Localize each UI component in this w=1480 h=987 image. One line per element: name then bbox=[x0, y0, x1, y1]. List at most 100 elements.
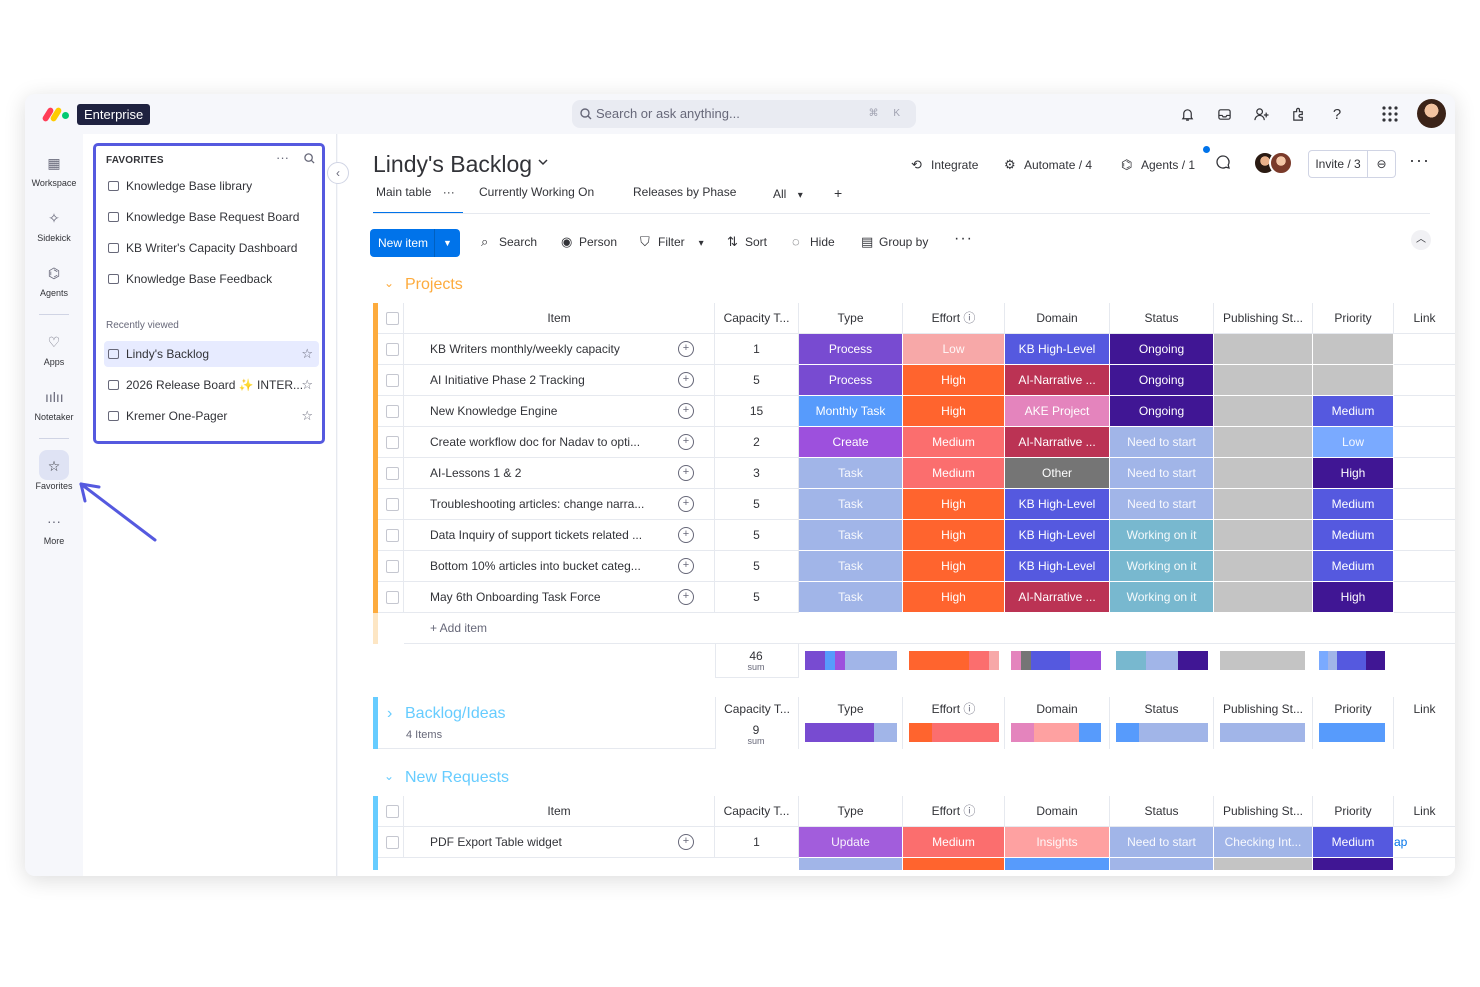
column-header[interactable]: Capacity T... bbox=[715, 796, 799, 827]
priority-cell[interactable]: Medium bbox=[1313, 396, 1394, 427]
column-header[interactable]: Link bbox=[1394, 303, 1455, 334]
column-header[interactable]: Domain bbox=[1005, 303, 1110, 334]
link-cell[interactable]: ap bbox=[1394, 827, 1455, 858]
group-by-tool[interactable]: ▤ Group by bbox=[861, 234, 929, 249]
column-header[interactable]: Priority bbox=[1313, 303, 1394, 334]
priority-cell[interactable]: Medium bbox=[1313, 489, 1394, 520]
rail-notetaker[interactable]: ıılıı Notetaker bbox=[25, 388, 83, 422]
group-title-new-requests[interactable]: New Requests bbox=[405, 769, 510, 786]
effort-cell[interactable]: High bbox=[903, 489, 1005, 520]
add-update-icon[interactable]: + bbox=[678, 372, 694, 388]
row-checkbox[interactable] bbox=[386, 529, 399, 542]
convo-cell[interactable]: + bbox=[658, 551, 715, 582]
search-tool[interactable]: ⌕ Search bbox=[481, 234, 538, 249]
status-cell[interactable]: Need to start bbox=[1110, 427, 1214, 458]
status-cell[interactable]: Need to start bbox=[1110, 489, 1214, 520]
item-cell[interactable]: Data Inquiry of support tickets related … bbox=[404, 520, 658, 551]
effort-cell[interactable]: High bbox=[903, 520, 1005, 551]
table-row[interactable]: New Knowledge Engine +15 Monthly Task High A… bbox=[373, 396, 1455, 427]
tab-more-icon[interactable]: ··· bbox=[442, 185, 455, 199]
link-cell[interactable] bbox=[1394, 334, 1455, 365]
pub-cell[interactable] bbox=[1214, 489, 1313, 520]
chk-cell[interactable] bbox=[378, 396, 404, 427]
effort-cell[interactable]: Low bbox=[903, 334, 1005, 365]
tab-releases-by-phase[interactable]: Releases by Phase bbox=[633, 185, 737, 199]
effort-cell[interactable]: High bbox=[903, 582, 1005, 613]
info-icon[interactable]: ⓘ bbox=[960, 311, 976, 325]
priority-cell[interactable]: Low bbox=[1313, 427, 1394, 458]
priority-cell[interactable]: High bbox=[1313, 458, 1394, 489]
link-cell[interactable] bbox=[1394, 427, 1455, 458]
cap-cell[interactable]: 1 bbox=[715, 334, 799, 365]
chk-cell[interactable] bbox=[378, 365, 404, 396]
type-cell[interactable]: Task bbox=[799, 489, 903, 520]
add-update-icon[interactable]: + bbox=[678, 496, 694, 512]
board-members-avatars[interactable] bbox=[1253, 151, 1293, 175]
collapse-panel-button[interactable]: ‹ bbox=[327, 162, 349, 184]
domain-cell[interactable]: KB High-Level bbox=[1005, 520, 1110, 551]
add-item-input[interactable]: + Add item bbox=[404, 613, 1455, 644]
type-cell[interactable]: Process bbox=[799, 365, 903, 396]
status-cell[interactable]: Ongoing bbox=[1110, 365, 1214, 396]
pub-cell[interactable] bbox=[1214, 582, 1313, 613]
invite-members-icon[interactable] bbox=[1249, 102, 1273, 126]
item-cell[interactable]: May 6th Onboarding Task Force bbox=[404, 582, 658, 613]
pub-cell[interactable] bbox=[1214, 396, 1313, 427]
backlog-collapsed-row[interactable]: › Backlog/Ideas 4 Items Capacity T... Type Ef… bbox=[373, 697, 1455, 749]
summary-bar[interactable] bbox=[1319, 651, 1385, 670]
priority-cell[interactable]: High bbox=[1313, 582, 1394, 613]
cap-cell[interactable]: 1 bbox=[715, 827, 799, 858]
priority-cell[interactable] bbox=[1313, 334, 1394, 365]
column-header[interactable]: Type bbox=[799, 303, 903, 334]
rail-apps[interactable]: ♡ Apps bbox=[25, 333, 83, 367]
summary-bar[interactable] bbox=[805, 651, 897, 670]
row-checkbox[interactable] bbox=[386, 374, 399, 387]
domain-cell[interactable]: KB High-Level bbox=[1005, 334, 1110, 365]
link-cell[interactable] bbox=[1394, 365, 1455, 396]
pub-cell[interactable] bbox=[1214, 458, 1313, 489]
row-checkbox[interactable] bbox=[386, 836, 399, 849]
priority-cell[interactable]: Medium bbox=[1313, 551, 1394, 582]
favorite-item[interactable]: Knowledge Base Request Board bbox=[104, 204, 319, 230]
effort-cell[interactable]: High bbox=[903, 396, 1005, 427]
chk-cell[interactable] bbox=[378, 427, 404, 458]
pub-cell[interactable] bbox=[1214, 334, 1313, 365]
recent-item[interactable]: 2026 Release Board ✨ INTER... ☆ bbox=[104, 372, 319, 398]
column-header[interactable]: Link bbox=[1394, 697, 1455, 749]
domain-cell[interactable]: KB High-Level bbox=[1005, 551, 1110, 582]
integrate-button[interactable]: ⟲ Integrate bbox=[911, 157, 978, 173]
status-cell[interactable]: Need to start bbox=[1110, 458, 1214, 489]
table-row[interactable]: AI-Lessons 1 & 2 +3 Task Medium Other Need to… bbox=[373, 458, 1455, 489]
pub-cell[interactable] bbox=[1214, 551, 1313, 582]
type-cell[interactable]: Task bbox=[799, 582, 903, 613]
board-title[interactable]: Lindy's Backlog bbox=[373, 151, 533, 177]
effort-cell[interactable]: High bbox=[903, 365, 1005, 396]
item-cell[interactable]: New Knowledge Engine bbox=[404, 396, 658, 427]
summary-bar[interactable] bbox=[1011, 723, 1101, 742]
summary-bar[interactable] bbox=[1011, 651, 1101, 670]
summary-bar[interactable] bbox=[1220, 723, 1305, 742]
effort-cell[interactable]: Medium bbox=[903, 827, 1005, 858]
info-icon[interactable]: ⓘ bbox=[960, 702, 976, 716]
row-checkbox[interactable] bbox=[386, 405, 399, 418]
type-cell[interactable]: Task bbox=[799, 551, 903, 582]
board-more-icon[interactable]: ··· bbox=[1409, 150, 1430, 170]
star-icon[interactable]: ☆ bbox=[301, 346, 313, 361]
bell-icon[interactable] bbox=[1175, 102, 1199, 126]
pub-cell[interactable] bbox=[1214, 365, 1313, 396]
add-update-icon[interactable]: + bbox=[678, 341, 694, 357]
column-header[interactable]: Item bbox=[404, 796, 715, 827]
table-row[interactable]: Create workflow doc for Nadav to opti...… bbox=[373, 427, 1455, 458]
cap-cell[interactable]: 3 bbox=[715, 458, 799, 489]
favorite-item[interactable]: Knowledge Base library bbox=[104, 173, 319, 199]
favorites-search-icon[interactable] bbox=[304, 153, 315, 164]
status-cell[interactable]: Ongoing bbox=[1110, 334, 1214, 365]
link-cell[interactable] bbox=[1394, 582, 1455, 613]
item-cell[interactable]: AI-Lessons 1 & 2 bbox=[404, 458, 658, 489]
effort-cell[interactable]: Medium bbox=[903, 458, 1005, 489]
add-item-row[interactable]: + Add item bbox=[373, 613, 1455, 644]
pub-cell[interactable]: Checking Int... bbox=[1214, 827, 1313, 858]
cap-cell[interactable]: 5 bbox=[715, 551, 799, 582]
convo-cell[interactable]: + bbox=[658, 365, 715, 396]
monday-logo-icon[interactable] bbox=[41, 106, 69, 123]
